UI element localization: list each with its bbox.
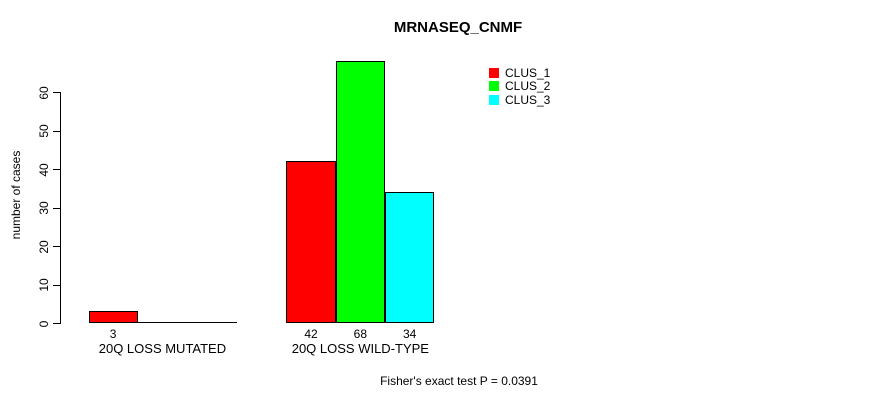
y-axis-tick [53, 284, 60, 286]
category-label: 20Q LOSS WILD-TYPE [291, 341, 429, 356]
bar-clus_1 [88, 311, 138, 323]
y-axis-tick [53, 323, 60, 324]
y-tick-label: 20 [37, 239, 51, 254]
y-axis-label: number of cases [9, 150, 23, 240]
y-tick-label: 50 [37, 124, 51, 138]
y-axis-tick [53, 92, 60, 93]
bar-value-label: 42 [304, 327, 318, 341]
y-tick-label: 30 [37, 201, 51, 215]
y-axis-tick [53, 169, 60, 170]
bar-clus_2 [335, 61, 385, 323]
category-label: 20Q LOSS MUTATED [98, 341, 227, 356]
y-tick-label: 10 [37, 278, 51, 292]
annotation-text: Fisher's exact test P = 0.0391 [380, 374, 538, 388]
y-axis-tick [53, 130, 60, 132]
bar-clus_1 [286, 161, 336, 323]
y-axis-tick [53, 246, 60, 247]
legend-label-clus_1: CLUS_1 [505, 65, 551, 80]
legend-swatch-clus_3 [489, 94, 499, 105]
legend-label-clus_2: CLUS_2 [505, 79, 551, 94]
chart-title: MRNASEQ_CNMF [393, 19, 523, 36]
bar-clus_3 [385, 192, 435, 323]
bar-value-label: 68 [353, 327, 368, 341]
y-tick-label: 0 [37, 320, 51, 327]
y-axis-tick [53, 207, 60, 209]
legend-label-clus_3: CLUS_3 [505, 92, 551, 107]
legend-swatch-clus_2 [489, 81, 499, 92]
y-tick-label: 40 [37, 162, 51, 177]
y-tick-label: 60 [37, 85, 51, 100]
bar-value-label: 34 [402, 327, 417, 341]
bar-clus_2-zero [137, 322, 189, 323]
y-axis-line [60, 92, 61, 324]
legend-swatch-clus_1 [489, 67, 499, 78]
bar-value-label: 3 [109, 327, 117, 341]
bar-clus_3-zero [187, 322, 238, 323]
